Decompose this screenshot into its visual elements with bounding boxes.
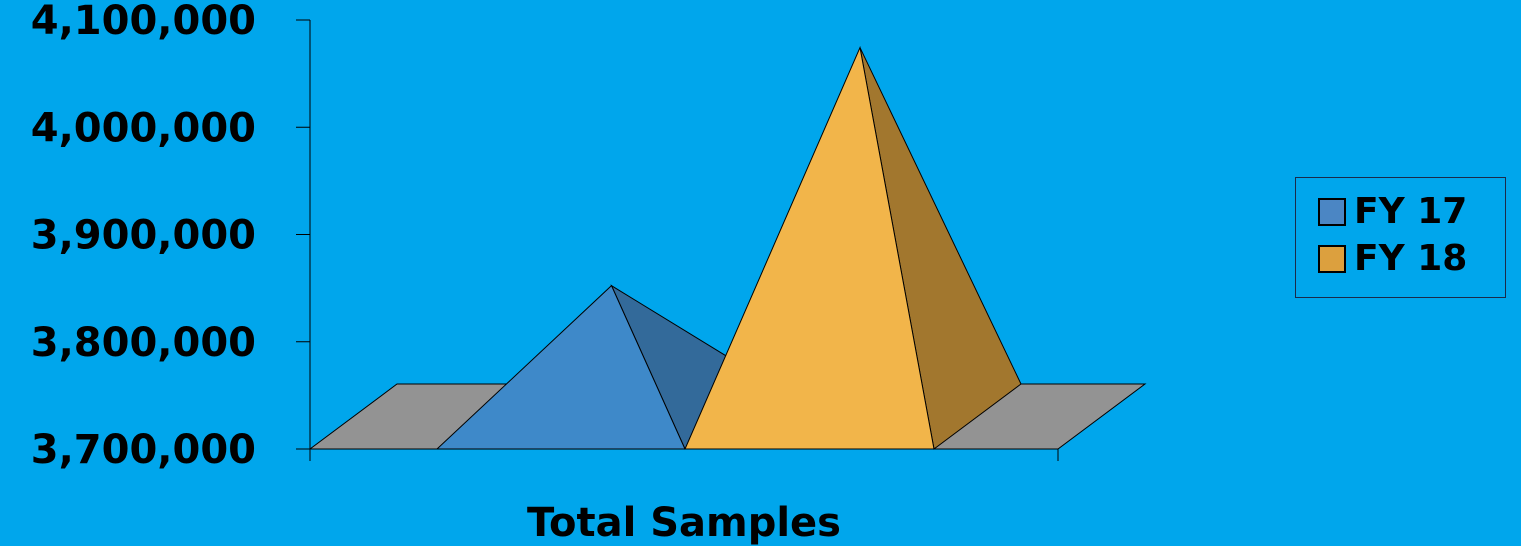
legend-label-fy18: FY 18 <box>1354 238 1468 279</box>
y-tick-label-3: 3,800,000 <box>31 320 256 366</box>
legend: FY 17 FY 18 <box>1295 177 1506 298</box>
y-tick-label-0: 4,100,000 <box>31 0 256 44</box>
pyramid-front-0 <box>435 284 686 450</box>
y-tick-label-2: 3,900,000 <box>31 213 256 259</box>
legend-label-fy17: FY 17 <box>1354 191 1468 232</box>
legend-item-fy17: FY 17 <box>1318 188 1505 235</box>
legend-swatch-fy18 <box>1318 244 1346 273</box>
legend-swatch-fy17 <box>1318 197 1346 226</box>
pyramid-front-1 <box>684 45 935 450</box>
legend-item-fy18: FY 18 <box>1318 235 1505 282</box>
y-tick-label-4: 3,700,000 <box>31 427 256 473</box>
y-tick-label-1: 4,000,000 <box>31 105 256 151</box>
x-axis-label: Total Samples <box>527 500 841 546</box>
